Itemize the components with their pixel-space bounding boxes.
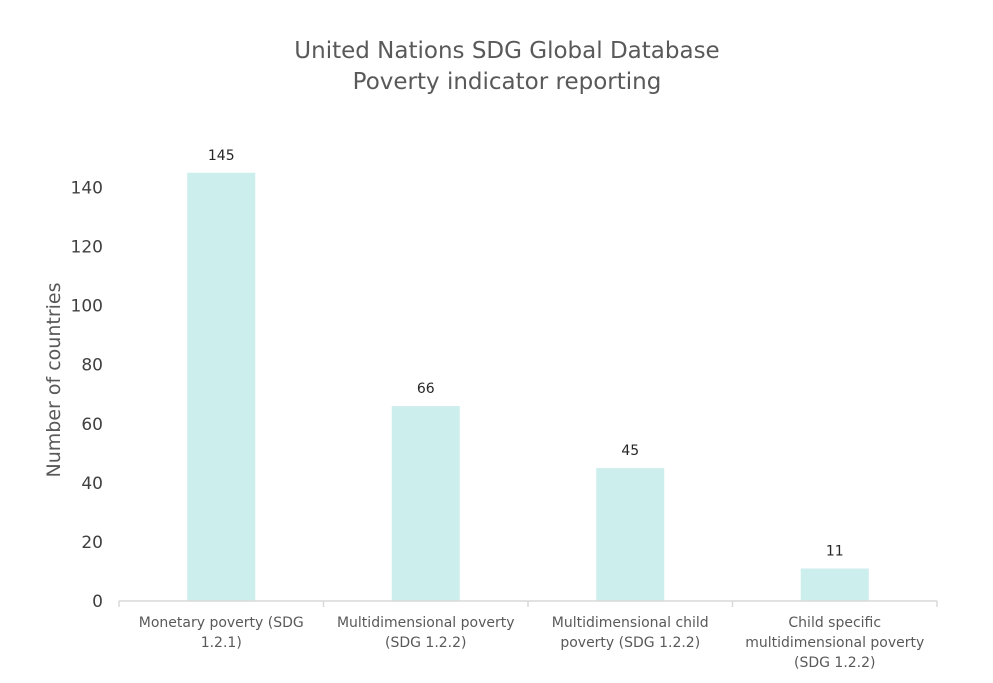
x-category-label: Multidimensional child	[552, 615, 709, 631]
bars	[187, 172, 869, 601]
x-category-label: (SDG 1.2.2)	[385, 635, 467, 651]
data-label: 11	[826, 544, 844, 560]
bar	[596, 468, 665, 601]
x-axis	[118, 600, 938, 607]
y-tick-label: 140	[71, 179, 103, 199]
x-category-label: Monetary poverty (SDG	[139, 615, 304, 631]
chart-title-line-1: United Nations SDG Global Database	[294, 38, 719, 64]
data-labels: 145 66 45 11	[208, 148, 844, 560]
data-label: 66	[417, 381, 435, 397]
chart-title: United Nations SDG Global Database Pover…	[294, 38, 719, 95]
y-tick-label: 20	[81, 533, 103, 553]
y-tick-label: 120	[71, 238, 103, 258]
x-category-label: 1.2.1)	[201, 635, 242, 651]
data-label: 45	[621, 443, 639, 459]
y-axis-ticks: 0 20 40 60 80 100 120 140	[71, 179, 103, 612]
y-tick-label: 40	[81, 474, 103, 494]
y-axis-title: Number of countries	[43, 282, 65, 477]
x-category-label: Child specific	[788, 615, 881, 631]
x-category-label: multidimensional poverty	[745, 635, 924, 651]
y-tick-label: 0	[92, 592, 103, 612]
x-category-label: poverty (SDG 1.2.2)	[560, 635, 700, 651]
bar	[800, 568, 869, 601]
y-tick-label: 60	[81, 415, 103, 435]
x-category-label: Multidimensional poverty	[337, 615, 515, 631]
x-category-label: (SDG 1.2.2)	[794, 655, 876, 671]
y-tick-label: 80	[81, 356, 103, 376]
y-tick-label: 100	[71, 297, 103, 317]
category-labels: Monetary poverty (SDG 1.2.1) Multidimensio…	[139, 615, 925, 671]
bar	[391, 406, 460, 601]
chart-title-line-2: Poverty indicator reporting	[353, 69, 662, 95]
data-label: 145	[208, 148, 235, 164]
bar	[187, 172, 256, 601]
